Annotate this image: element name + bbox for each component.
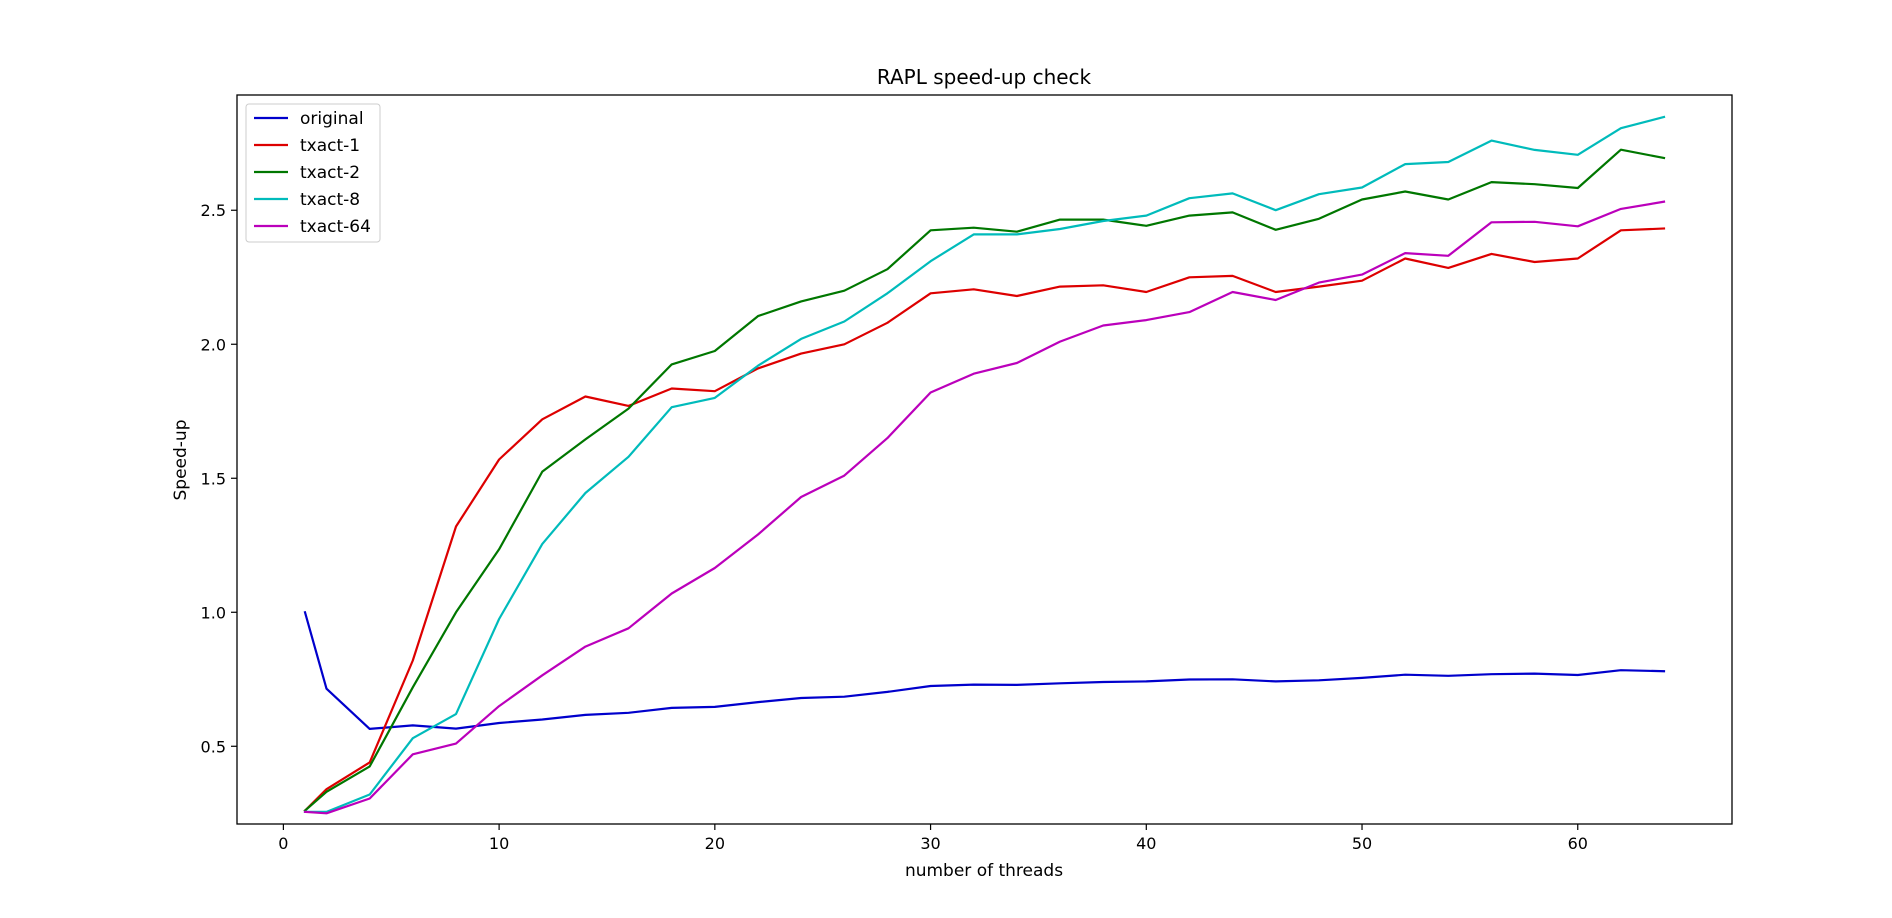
x-tick-label: 40 <box>1136 834 1156 853</box>
y-tick-label: 1.0 <box>201 603 226 622</box>
x-tick-label: 10 <box>489 834 509 853</box>
legend: original txact-1 txact-2 txact-8 txact-64 <box>245 103 381 243</box>
plot-frame <box>236 94 1733 825</box>
legend-label-txact-2: txact-2 <box>300 163 360 183</box>
y-tick-label: 0.5 <box>201 737 226 756</box>
legend-label-txact-1: txact-1 <box>300 136 360 156</box>
y-axis-label: Speed-up <box>171 420 191 501</box>
x-axis: 0 10 20 30 40 50 60 <box>278 824 1588 853</box>
x-tick-label: 60 <box>1568 834 1588 853</box>
y-tick-label: 2.0 <box>201 335 226 354</box>
series-line-txact-64 <box>303 200 1666 815</box>
chart-title: RAPL speed-up check <box>877 65 1092 89</box>
legend-box <box>245 103 381 243</box>
series-line-txact-2 <box>303 148 1666 813</box>
plot-lines <box>303 115 1666 815</box>
legend-label-txact-64: txact-64 <box>300 217 371 237</box>
x-tick-label: 30 <box>920 834 940 853</box>
x-tick-label: 0 <box>278 834 288 853</box>
legend-label-original: original <box>300 109 364 129</box>
x-axis-label: number of threads <box>905 861 1063 881</box>
legend-label-txact-8: txact-8 <box>300 190 360 210</box>
series-line-txact-1 <box>303 227 1666 813</box>
series-line-txact-8 <box>303 115 1666 814</box>
y-tick-label: 2.5 <box>201 201 226 220</box>
x-tick-label: 20 <box>705 834 725 853</box>
y-tick-label: 1.5 <box>201 469 226 488</box>
y-axis: 0.5 1.0 1.5 2.0 2.5 <box>201 201 237 756</box>
x-tick-label: 50 <box>1352 834 1372 853</box>
series-line-original <box>303 610 1666 731</box>
